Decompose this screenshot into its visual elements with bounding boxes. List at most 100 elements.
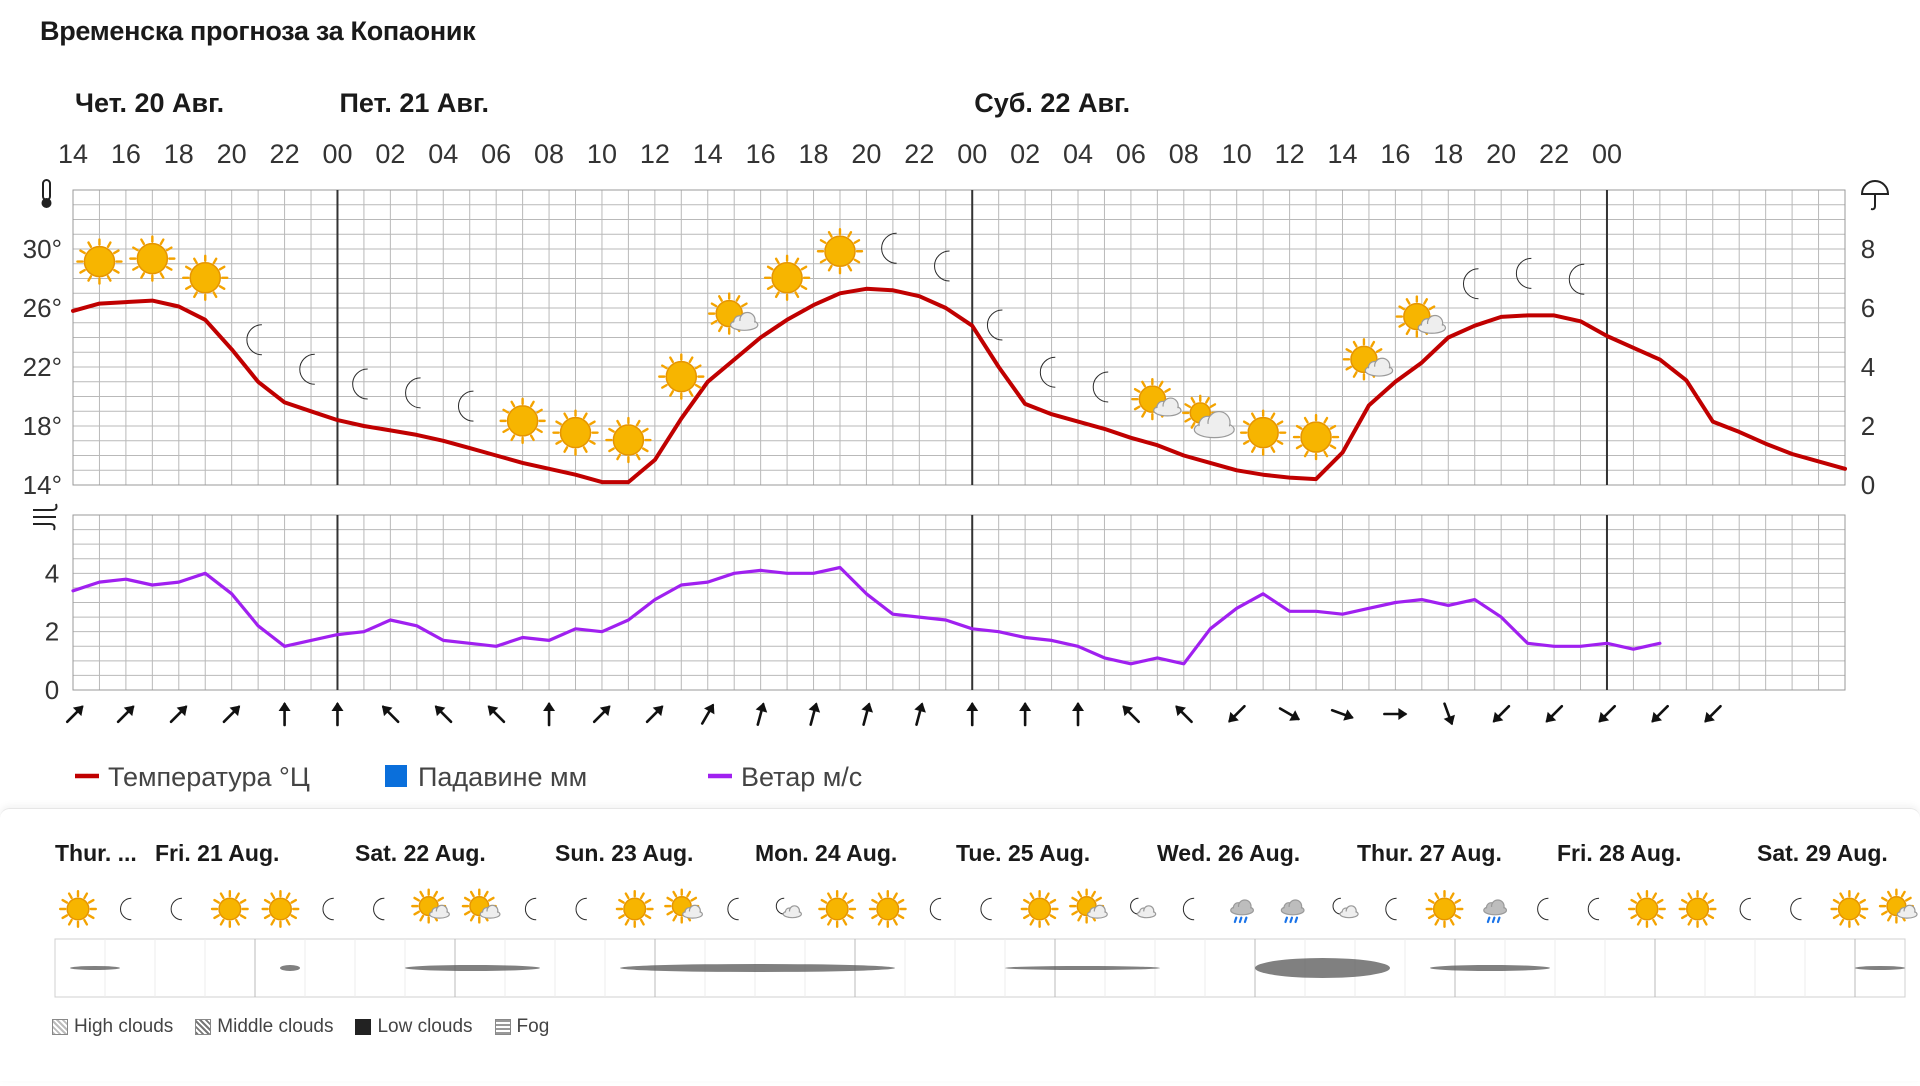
- hour-tick-label: 08: [1169, 139, 1199, 169]
- wind-arrow-icon: [487, 705, 506, 724]
- overview-day-labels: Thur. ... Fri. 21 Aug. Sat. 22 Aug. Sun. 23…: [55, 840, 1888, 866]
- legend-label: Температура °Ц: [108, 762, 310, 792]
- page-title: Временска прогноза за Копаоник: [40, 16, 476, 46]
- overview-day-label: Sat. 29 Aug.: [1757, 840, 1888, 866]
- overview-icon-moon: [929, 897, 942, 921]
- cloud-legend-low-label: Low clouds: [377, 1016, 473, 1037]
- overview-day-label: Fri. 28 Aug.: [1557, 840, 1681, 866]
- overview-icon-rain: [1230, 899, 1254, 924]
- wind-arrow-icon: [65, 705, 84, 724]
- overview-icon-moon: [373, 897, 385, 921]
- overview-day-label: Thur. 27 Aug.: [1357, 840, 1502, 866]
- temp-tick-label: 18°: [23, 411, 62, 441]
- hour-tick-label: 22: [270, 139, 300, 169]
- overview-icon-sun-cloud: [411, 888, 450, 924]
- chart-legend: Температура °Ц Падавине мм Ветар м/с: [75, 762, 862, 792]
- overview-icon-sun: [210, 889, 249, 929]
- overview-icon-sun: [261, 889, 300, 929]
- hour-tick-label: 18: [799, 139, 829, 169]
- umbrella-icon: [1860, 180, 1890, 211]
- cloud-legend-middle-label: Middle clouds: [217, 1016, 334, 1037]
- wind-arrow-icon: [278, 702, 291, 727]
- overview-icon-sun-cloud: [461, 888, 501, 924]
- overview-icon-moon: [524, 897, 537, 921]
- overview-day-label: Tue. 25 Aug.: [956, 840, 1090, 866]
- hour-tick-label: 18: [1433, 139, 1463, 169]
- weather-icon-moon: [246, 324, 262, 356]
- overview-icon-moon-cloud: [775, 897, 802, 919]
- cloud-legend-high-label: High clouds: [74, 1016, 174, 1037]
- hour-axis: 14 16 18 20 22 00 02 04 06 08 10 12 14 16 18 20 22 00 02 04…: [58, 139, 1622, 169]
- hour-tick-label: 14: [693, 139, 723, 169]
- wind-tick-label: 2: [45, 617, 59, 647]
- hour-tick-label: 20: [851, 139, 881, 169]
- precip-tick-label: 2: [1861, 411, 1875, 441]
- cloud-streak: [1255, 958, 1390, 978]
- weather-icon-sun: [1239, 409, 1287, 456]
- temp-tick-label: 30°: [23, 234, 62, 264]
- meteogram-chart: Чет. 20 Авг. Пет. 21 Авг. Суб. 22 Авг. 14 16…: [23, 88, 1890, 792]
- overview-icon-sun-cloud: [1069, 888, 1108, 924]
- weather-icon-cloud-sun: [1182, 394, 1235, 439]
- thermometer-icon: [41, 179, 52, 208]
- overview-icon-moon: [980, 897, 992, 921]
- hour-tick-label: 14: [1327, 139, 1357, 169]
- wind-arrow-icon: [645, 705, 664, 724]
- precip-tick-label: 0: [1861, 470, 1875, 500]
- hour-tick-label: 00: [1592, 139, 1622, 169]
- weather-icon-sun: [552, 409, 599, 456]
- wind-panel-frame: [72, 514, 1846, 691]
- overview-icon-sun-cloud: [664, 888, 703, 924]
- overview-icon-moon: [120, 897, 132, 921]
- weather-icons: [76, 228, 1585, 464]
- wind-arrow-icon: [592, 705, 611, 724]
- wind-arrow-icon: [755, 702, 768, 726]
- weather-icon-sun: [76, 238, 123, 285]
- hour-tick-label: 16: [111, 139, 141, 169]
- weather-icon-sun-cloud: [1131, 377, 1182, 421]
- overview-icon-moon: [727, 897, 739, 921]
- overview-icon-sun-cloud: [1878, 888, 1918, 924]
- precip-tick-label: 8: [1861, 234, 1875, 264]
- temp-tick-label: 26°: [23, 293, 62, 323]
- hour-tick-label: 14: [58, 139, 88, 169]
- overview-icon-rain: [1280, 899, 1305, 924]
- hour-tick-label: 20: [1486, 139, 1516, 169]
- wind-arrow-icon: [1651, 704, 1669, 723]
- legend-swatch-precipitation: [385, 765, 407, 787]
- hour-tick-label: 18: [164, 139, 194, 169]
- overview-day-label: Wed. 26 Aug.: [1157, 840, 1300, 866]
- wind-arrow-icon: [808, 702, 821, 726]
- overview-icon-moon-cloud: [1130, 897, 1157, 919]
- hour-tick-label: 10: [1222, 139, 1252, 169]
- weather-icon-sun: [182, 254, 229, 301]
- legend-label: Ветар м/с: [741, 762, 862, 792]
- wind-arrow-icon: [1704, 704, 1722, 723]
- cloud-streak: [280, 965, 300, 971]
- cloud-cover-strip: [54, 938, 1906, 998]
- weather-icon-sun-cloud: [707, 292, 759, 335]
- overview-icon-sun: [1678, 889, 1717, 929]
- weather-icon-moon: [1039, 356, 1056, 388]
- wind-arrow-icon: [1278, 707, 1300, 721]
- hour-tick-label: 20: [217, 139, 247, 169]
- ten-day-overview-panel: Thur. ... Fri. 21 Aug. Sat. 22 Aug. Sun. 23…: [0, 808, 1920, 1081]
- overview-icon-rain: [1483, 899, 1508, 924]
- hour-tick-label: 22: [904, 139, 934, 169]
- hour-tick-label: 10: [587, 139, 617, 169]
- weather-icon-sun-cloud: [1342, 338, 1394, 381]
- overview-icon-sun: [868, 889, 907, 929]
- wind-arrow-icon: [1383, 708, 1408, 721]
- wind-arrow-icon: [966, 702, 979, 727]
- overview-icon-moon: [322, 897, 334, 921]
- weather-icon-sun: [763, 254, 811, 301]
- cloud-legend-low: Low clouds: [355, 1016, 473, 1038]
- weather-icon-moon: [1515, 257, 1532, 289]
- hour-tick-label: 12: [640, 139, 670, 169]
- overview-icon-sun: [615, 889, 654, 929]
- wind-arrow-icon: [1228, 704, 1246, 723]
- cloud-streak: [1430, 965, 1550, 971]
- overview-day-label: Sun. 23 Aug.: [555, 840, 693, 866]
- day-label: Суб. 22 Авг.: [974, 88, 1130, 118]
- fog-swatch: [494, 1019, 511, 1035]
